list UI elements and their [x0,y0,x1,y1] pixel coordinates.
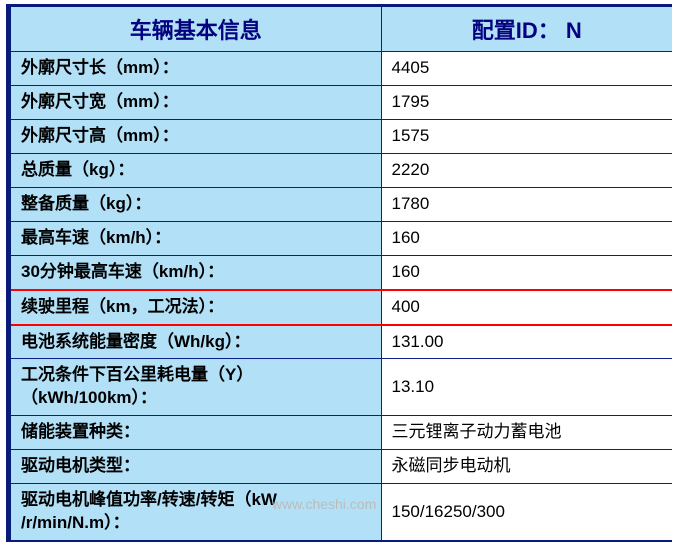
header-right: 配置ID： N [381,7,672,52]
row-value: 永磁同步电动机 [381,450,672,484]
row-label: 外廓尺寸长（mm）： [11,52,381,86]
row-value: 400 [381,290,672,325]
row-value: 1575 [381,119,672,153]
table-row: 储能装置种类：三元锂离子动力蓄电池 [11,416,672,450]
table-row: 续驶里程（km，工况法）：400 [11,290,672,325]
row-label: 电池系统能量密度（Wh/kg）： [11,325,381,359]
table-row: 外廓尺寸高（mm）：1575 [11,119,672,153]
header-row: 车辆基本信息 配置ID： N [11,7,672,52]
spec-table-container: 车辆基本信息 配置ID： N 外廓尺寸长（mm）：4405外廓尺寸宽（mm）：1… [6,4,672,542]
table-row: 外廓尺寸长（mm）：4405 [11,52,672,86]
row-label: 储能装置种类： [11,416,381,450]
table-row: 最高车速（km/h）：160 [11,221,672,255]
table-row: 30分钟最高车速（km/h）：160 [11,255,672,289]
row-label: 整备质量（kg）： [11,187,381,221]
row-label: 最高车速（km/h）： [11,221,381,255]
row-label: 外廓尺寸宽（mm）： [11,85,381,119]
row-value: 160 [381,221,672,255]
row-label: 工况条件下百公里耗电量（Y）（kWh/100km）： [11,359,381,416]
table-row: 总质量（kg）：2220 [11,153,672,187]
table-row: 电池系统能量密度（Wh/kg）：131.00 [11,325,672,359]
table-row: 整备质量（kg）：1780 [11,187,672,221]
row-label: 续驶里程（km，工况法）： [11,290,381,325]
row-value: 1780 [381,187,672,221]
header-left: 车辆基本信息 [11,7,381,52]
row-label: 30分钟最高车速（km/h）： [11,255,381,289]
table-row: 工况条件下百公里耗电量（Y）（kWh/100km）：13.10 [11,359,672,416]
row-value: 4405 [381,52,672,86]
row-label: 驱动电机类型： [11,450,381,484]
row-label: 总质量（kg）： [11,153,381,187]
row-value: 131.00 [381,325,672,359]
row-value: 2220 [381,153,672,187]
table-row: 外廓尺寸宽（mm）：1795 [11,85,672,119]
row-value: 13.10 [381,359,672,416]
spec-table: 车辆基本信息 配置ID： N 外廓尺寸长（mm）：4405外廓尺寸宽（mm）：1… [11,7,672,540]
row-value: 1795 [381,85,672,119]
table-row: 驱动电机类型：永磁同步电动机 [11,450,672,484]
row-value: 160 [381,255,672,289]
row-label: 外廓尺寸高（mm）： [11,119,381,153]
row-value: 150/16250/300 [381,484,672,540]
spec-tbody: 外廓尺寸长（mm）：4405外廓尺寸宽（mm）：1795外廓尺寸高（mm）：15… [11,52,672,541]
row-value: 三元锂离子动力蓄电池 [381,416,672,450]
